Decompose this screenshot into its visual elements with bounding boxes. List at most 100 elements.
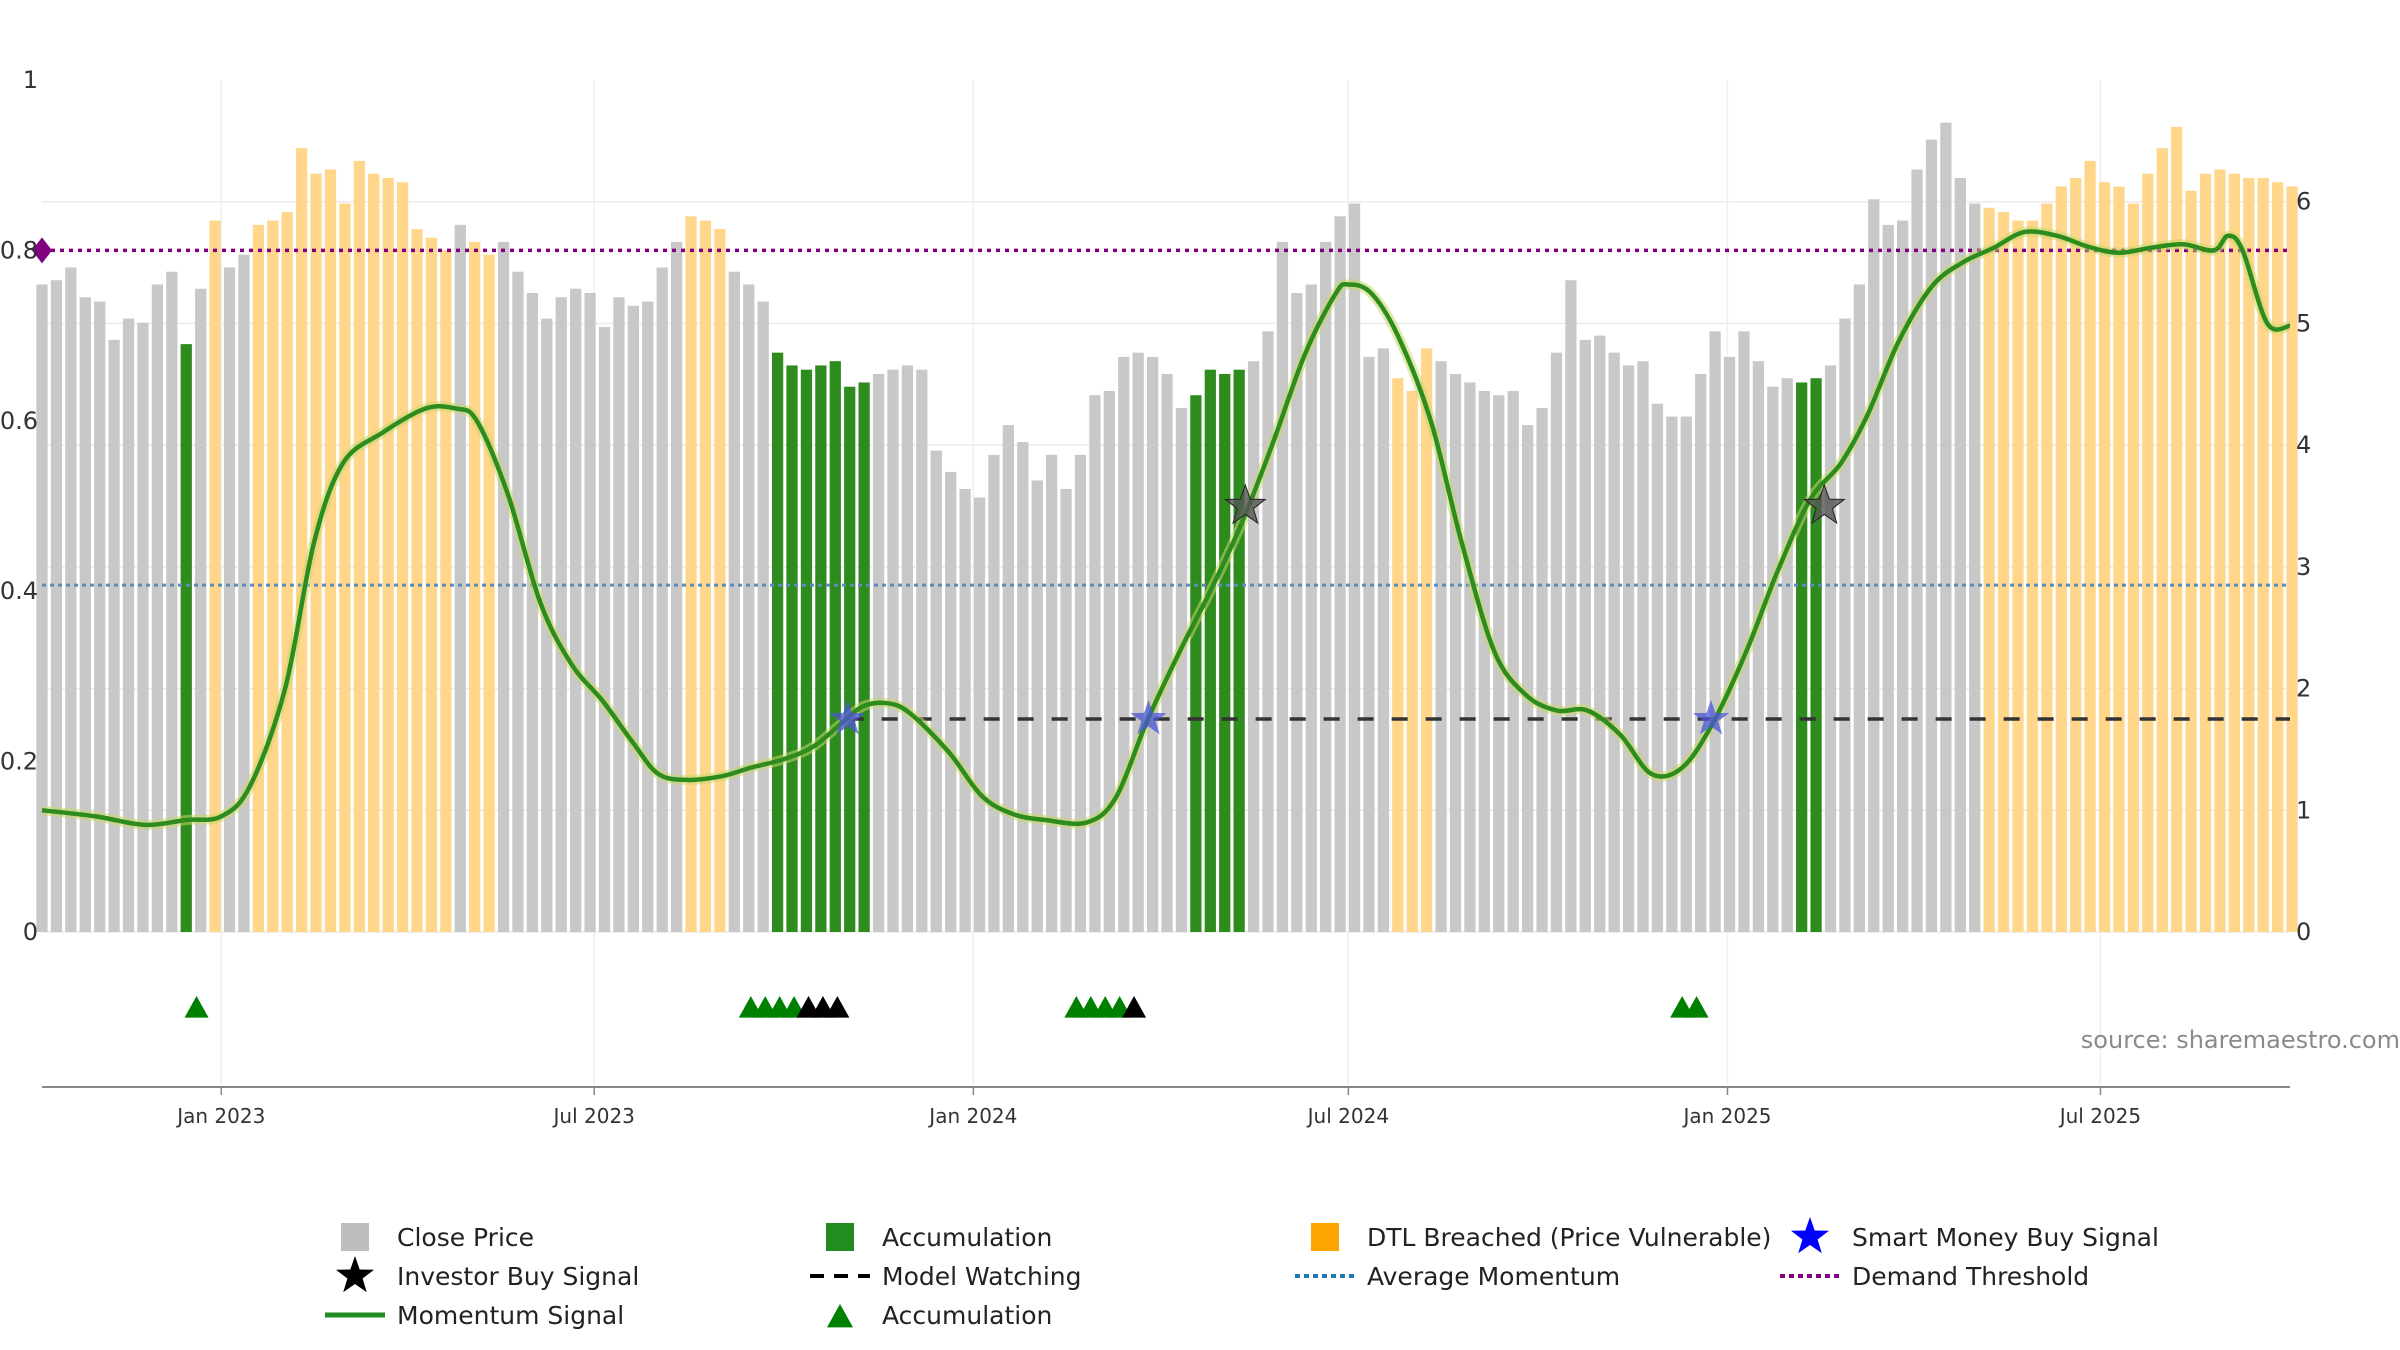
legend-item: Smart Money Buy Signal — [1791, 1217, 2159, 1254]
dtl-breached-bar — [425, 237, 438, 932]
right-axis-tick-label: 4 — [2296, 431, 2311, 459]
close-price-bar — [1550, 352, 1563, 932]
close-price-bar — [122, 318, 135, 932]
left-axis-tick-label: 0.2 — [0, 748, 38, 776]
smart-money-buy-signal-star — [829, 700, 866, 735]
close-price-bar — [1132, 352, 1144, 932]
close-price-bar — [1579, 339, 1591, 932]
close-price-bar — [613, 297, 625, 932]
close-price-bar — [1969, 203, 1981, 933]
close-price-bar — [1651, 403, 1664, 932]
legend-label: Momentum Signal — [397, 1301, 624, 1330]
dtl-breached-bar — [2156, 148, 2168, 932]
accumulation-signal-triangle-dark — [1122, 996, 1147, 1018]
close-price-bar — [137, 322, 149, 932]
close-price-bar — [94, 301, 106, 932]
legend: Close Price Investor Buy Signal Momentum S… — [325, 1217, 2159, 1330]
close-price-bar — [1507, 390, 1519, 933]
legend-label: Accumulation — [882, 1301, 1052, 1330]
close-price-bar — [656, 267, 668, 932]
close-price-bar — [1320, 241, 1332, 932]
close-price-bar — [497, 241, 510, 932]
close-price-bar — [1291, 293, 1303, 932]
close-price-bar — [1046, 454, 1058, 932]
legend-label: Model Watching — [882, 1262, 1082, 1291]
close-price-bar — [1161, 373, 1173, 932]
close-price-bar — [555, 297, 567, 932]
close-price-bar — [50, 280, 63, 933]
close-price-bar — [627, 305, 639, 932]
right-axis-tick-label: 0 — [2296, 918, 2311, 946]
close-price-bar — [1348, 203, 1361, 933]
close-price-bar — [959, 488, 971, 932]
dtl-breached-bar — [2257, 177, 2269, 933]
close-price-bar — [1478, 390, 1490, 933]
dtl-breached-bar — [267, 220, 279, 932]
dtl-breached-bar — [2070, 177, 2082, 933]
dtl-breached-bar — [2214, 169, 2226, 932]
close-price-bar — [1882, 224, 1894, 933]
close-price-bar — [1897, 220, 1909, 932]
dtl-breached-bar — [483, 254, 495, 932]
close-price-bar — [642, 301, 654, 932]
accumulation-bar — [1233, 369, 1245, 932]
accumulation-signal-triangle-dark — [825, 996, 850, 1018]
legend-star-icon — [336, 1256, 374, 1293]
accumulation-bar — [1204, 369, 1216, 932]
dtl-breached-bar — [2127, 203, 2140, 933]
close-price-bar — [671, 241, 683, 932]
dtl-breached-bar — [469, 241, 481, 932]
accumulation-bar — [786, 365, 798, 932]
close-price-bar — [916, 369, 928, 932]
legend-label: Close Price — [397, 1223, 534, 1252]
price-bars — [36, 122, 2298, 933]
dtl-breached-bar — [685, 216, 697, 932]
dtl-breached-bar — [2113, 186, 2125, 932]
dtl-breached-bar — [1392, 378, 1404, 932]
source-note: source: sharemaestro.com — [2081, 1026, 2400, 1054]
legend-item: Accumulation — [826, 1223, 1052, 1252]
close-price-bar — [526, 293, 539, 932]
dtl-breached-bar — [252, 224, 264, 933]
close-price-bar — [1002, 425, 1014, 932]
legend-item: Close Price — [341, 1223, 534, 1252]
close-price-bar — [223, 267, 236, 932]
legend-label: Demand Threshold — [1852, 1262, 2089, 1291]
dtl-breached-bar — [440, 250, 452, 932]
dtl-breached-bar — [1983, 207, 1995, 933]
legend-item: Accumulation — [827, 1301, 1052, 1330]
momentum-signal-line — [41, 229, 2291, 828]
close-price-bar — [1868, 199, 1880, 932]
accumulation-bar — [844, 386, 856, 933]
close-price-bar — [1435, 361, 1447, 932]
dtl-breached-bar — [2142, 173, 2154, 933]
close-price-bar — [1752, 361, 1765, 932]
dtl-breached-bar — [2272, 182, 2284, 933]
dtl-breached-bar — [2286, 186, 2298, 932]
dtl-breached-bar — [714, 229, 726, 933]
legend-swatch — [826, 1223, 854, 1251]
close-price-bar — [1175, 408, 1188, 932]
dtl-breached-bar — [324, 169, 337, 932]
dtl-breached-bar — [2041, 203, 2053, 933]
close-price-bar — [1377, 348, 1390, 932]
signal-markers — [829, 483, 1846, 735]
smart-money-buy-signal-star — [1692, 700, 1730, 735]
close-price-bar — [988, 454, 1000, 932]
close-price-bar — [728, 271, 740, 932]
dtl-breached-bar — [339, 203, 351, 933]
close-price-bar — [1363, 356, 1375, 932]
legend-item: Momentum Signal — [325, 1301, 624, 1330]
close-price-bar — [570, 288, 582, 932]
close-price-bar — [1839, 318, 1851, 932]
close-price-bar — [1334, 216, 1346, 932]
close-price-bar — [1464, 382, 1476, 933]
close-price-bar — [65, 267, 77, 932]
close-price-bar — [1089, 395, 1101, 932]
axes: 0 0.2 0.4 0.6 0.8 1 0 1 2 3 4 5 6 — [0, 66, 2311, 946]
close-price-bar — [1940, 122, 1952, 933]
dtl-breached-bar — [1421, 348, 1433, 932]
dtl-breached-bar — [281, 212, 293, 932]
close-price-bar — [1608, 352, 1620, 932]
date-tick-label: Jan 2025 — [1681, 1104, 1771, 1128]
